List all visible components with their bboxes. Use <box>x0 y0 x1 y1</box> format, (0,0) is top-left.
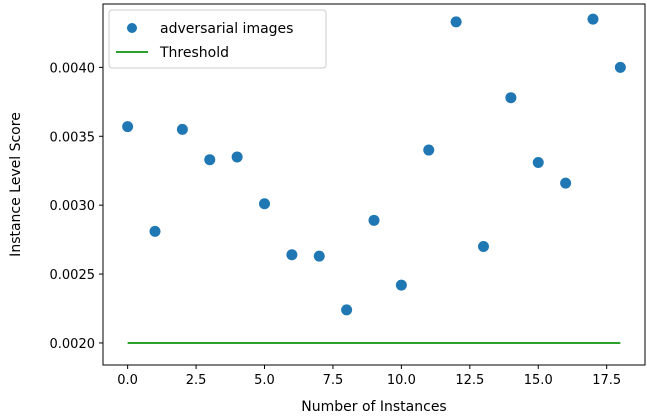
y-tick-label: 0.0020 <box>50 337 96 352</box>
y-axis-label: Instance Level Score <box>8 112 24 257</box>
legend: adversarial images Threshold <box>108 9 327 69</box>
x-tick-label: 12.5 <box>455 373 484 388</box>
data-point <box>587 13 599 25</box>
data-point <box>122 121 134 133</box>
data-point <box>450 16 462 28</box>
x-axis-label: Number of Instances <box>301 399 446 415</box>
data-point <box>368 214 380 226</box>
x-tick-label: 5.0 <box>254 373 275 388</box>
data-point <box>532 156 544 168</box>
data-point <box>423 144 435 156</box>
legend-label-adversarial-images: adversarial images <box>160 21 293 37</box>
legend-marker-adversarial-images <box>127 23 137 33</box>
legend-box <box>108 9 327 69</box>
y-axis-ticks: 0.0020 0.0025 0.0030 0.0035 0.0040 <box>50 61 103 352</box>
data-point <box>231 151 243 163</box>
x-axis-ticks: 0.0 2.5 5.0 7.5 10.0 12.5 15.0 17.5 <box>117 365 621 388</box>
plot-area <box>122 13 626 344</box>
data-point <box>614 61 626 73</box>
data-point <box>477 241 489 253</box>
x-tick-label: 7.5 <box>323 373 344 388</box>
legend-label-threshold: Threshold <box>159 45 229 61</box>
data-point <box>560 177 572 189</box>
data-point <box>259 198 271 210</box>
data-point <box>204 154 216 166</box>
data-point <box>286 249 298 261</box>
x-tick-label: 17.5 <box>592 373 621 388</box>
x-tick-label: 0.0 <box>117 373 138 388</box>
data-point <box>341 304 353 316</box>
y-tick-label: 0.0040 <box>50 61 96 76</box>
y-tick-label: 0.0035 <box>50 130 96 145</box>
data-point <box>149 225 161 237</box>
x-tick-label: 15.0 <box>524 373 553 388</box>
data-point <box>313 250 325 262</box>
data-point <box>395 279 407 291</box>
plot-frame <box>102 3 646 366</box>
y-tick-label: 0.0030 <box>50 199 96 214</box>
adversarial-images-series <box>122 13 626 316</box>
data-point <box>176 123 188 135</box>
y-tick-label: 0.0025 <box>50 268 96 283</box>
x-tick-label: 2.5 <box>186 373 207 388</box>
data-point <box>505 92 517 104</box>
x-tick-label: 10.0 <box>387 373 416 388</box>
